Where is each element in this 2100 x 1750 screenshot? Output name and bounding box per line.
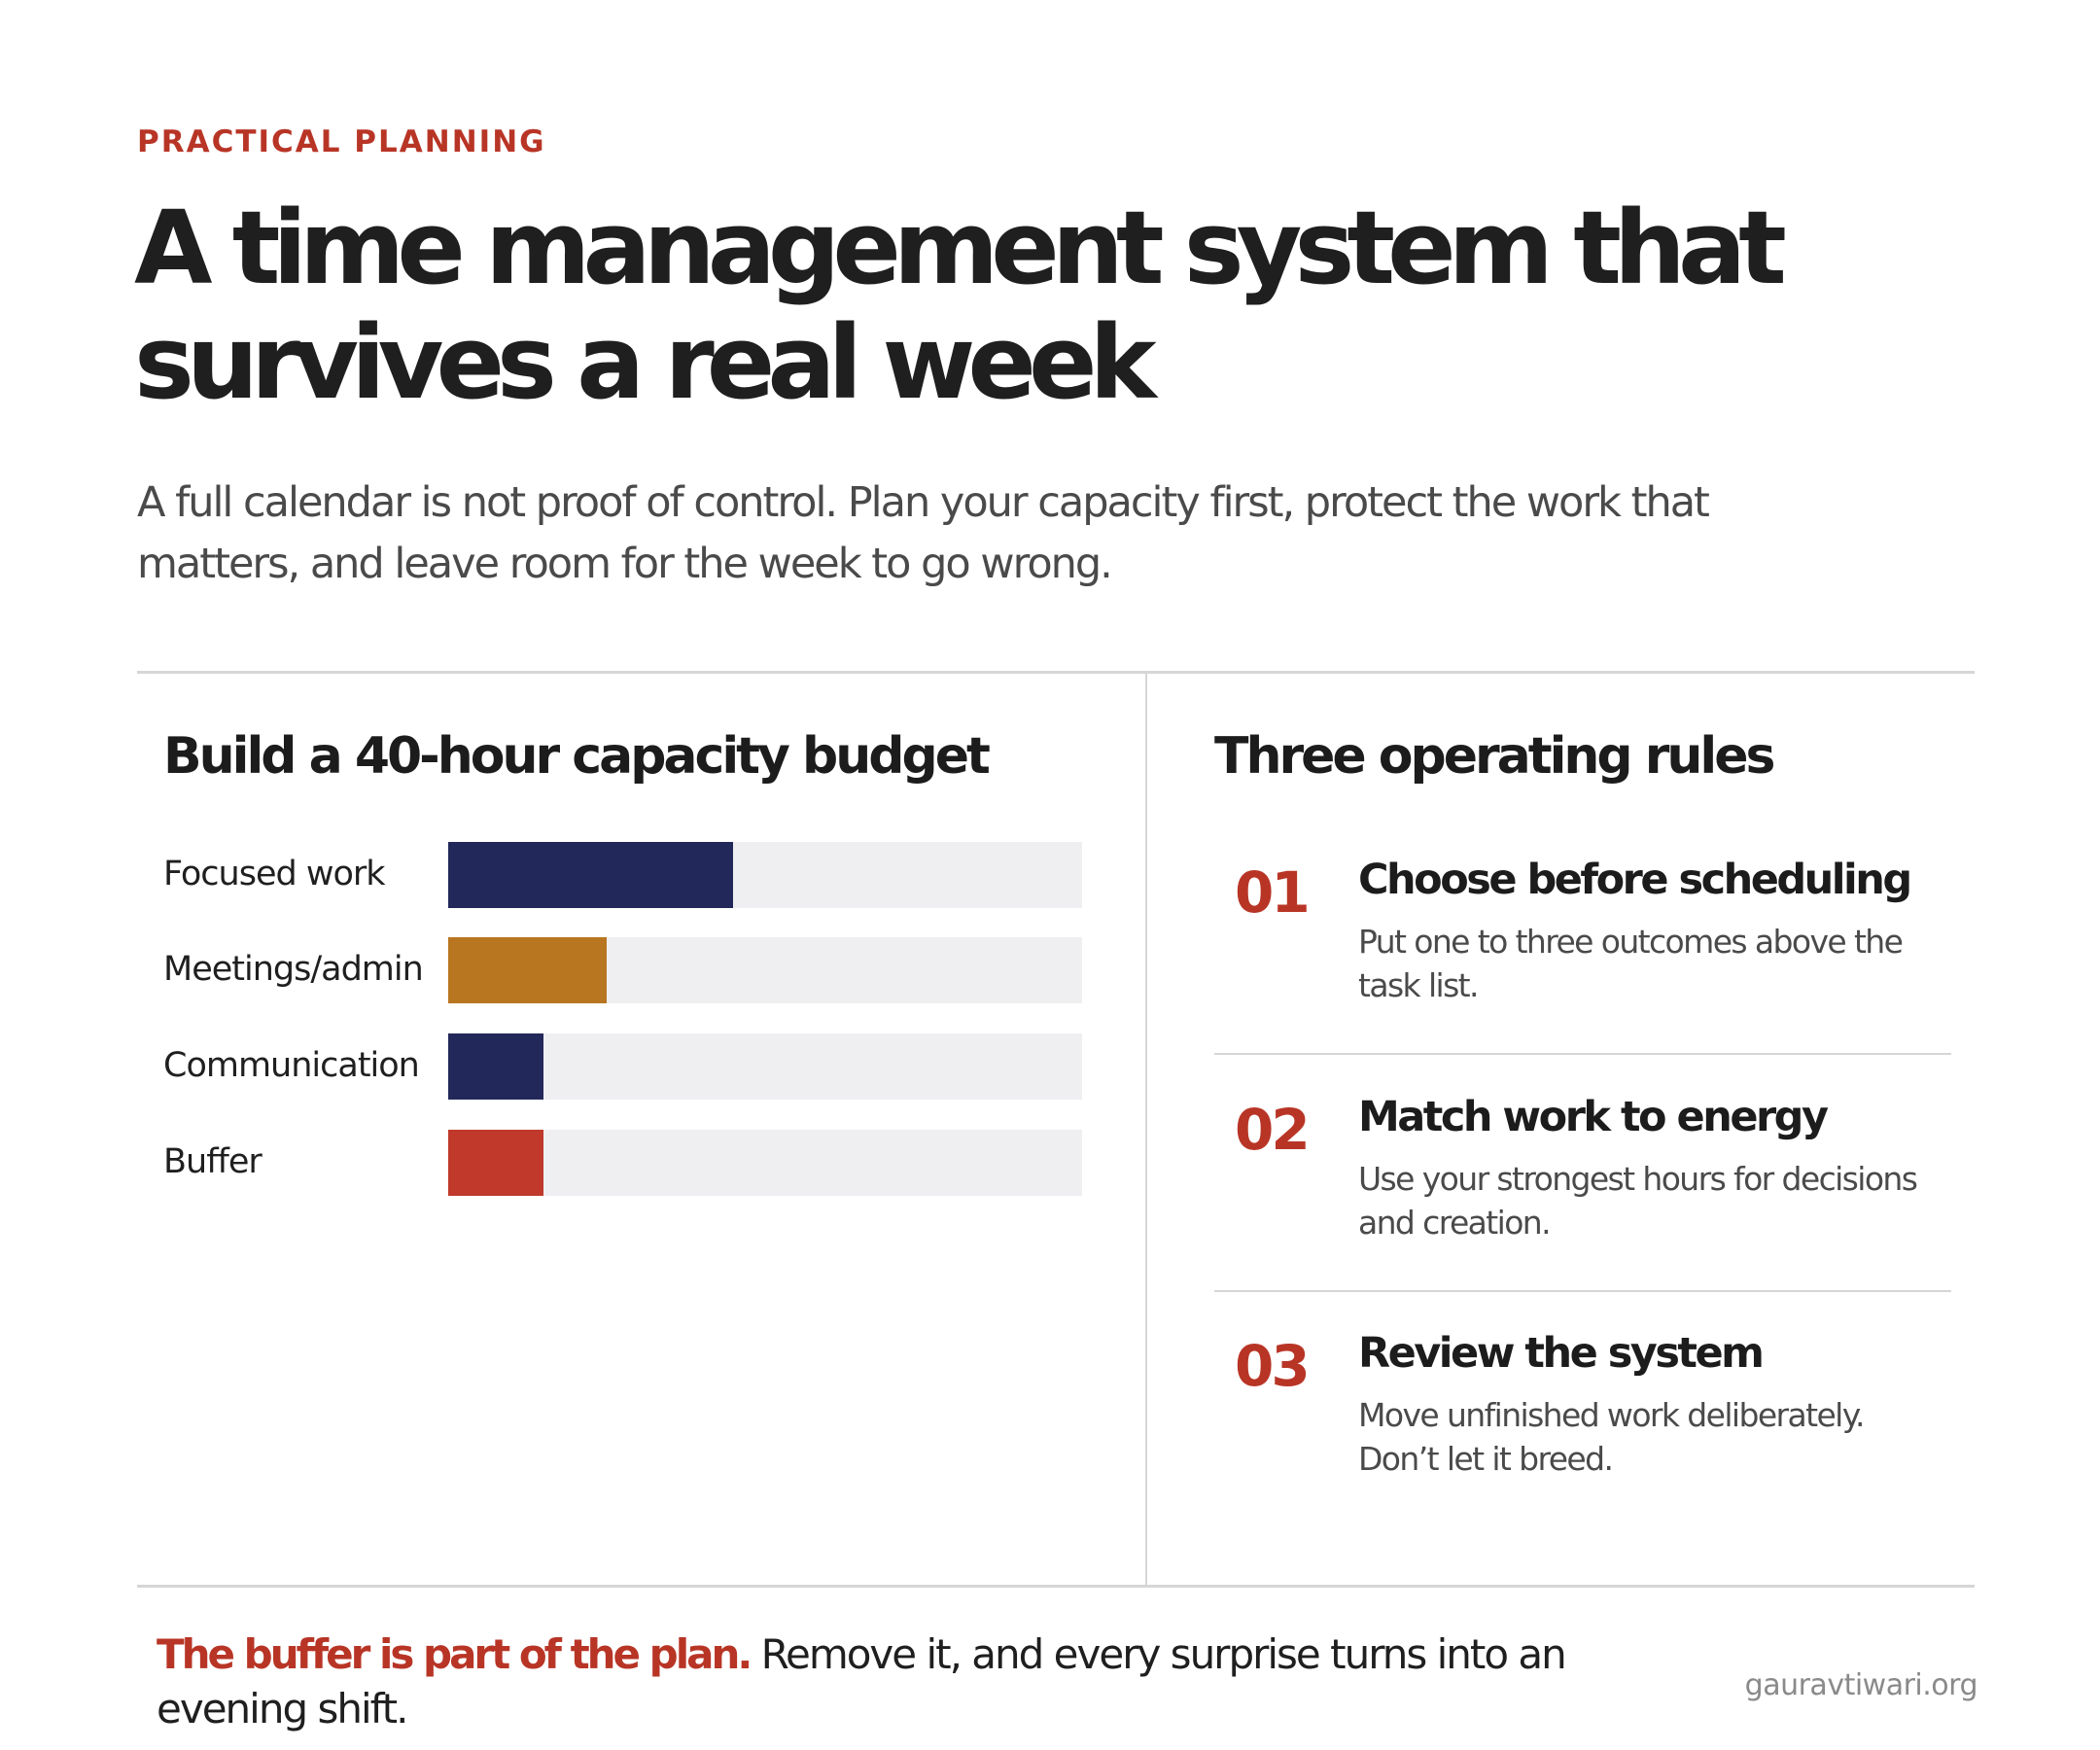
rule-description: Use your strongest hours for decisions a…: [1358, 1160, 1918, 1242]
top-divider: [137, 671, 1975, 674]
bar-track: [448, 937, 1082, 1003]
footer-note: The buffer is part of the plan. Remove i…: [157, 1628, 1576, 1736]
bar-fill: [448, 842, 734, 908]
bottom-divider: [137, 1585, 1975, 1588]
budget-heading: Build a 40-hour capacity budget: [163, 727, 991, 786]
bar-label: Meetings/admin: [163, 950, 424, 989]
kicker-label: PRACTICAL PLANNING: [137, 124, 546, 159]
bar-label: Communication: [163, 1046, 420, 1085]
intro-paragraph: A full calendar is not proof of control.…: [137, 478, 1710, 588]
rules-heading: Three operating rules: [1214, 727, 1775, 786]
rule-title: Review the system: [1358, 1329, 1765, 1378]
rule-title: Choose before scheduling: [1358, 856, 1912, 904]
bar-fill: [448, 1130, 543, 1196]
rule-description: Move unfinished work deliberately. Don’t…: [1358, 1396, 1865, 1478]
bar-label: Buffer: [163, 1142, 262, 1181]
bar-track: [448, 1130, 1082, 1196]
bar-fill: [448, 1033, 543, 1100]
column-divider: [1145, 673, 1147, 1587]
footer-emphasis: The buffer is part of the plan.: [157, 1630, 752, 1678]
bar-track: [448, 1033, 1082, 1100]
site-credit: gauravtiwari.org: [1744, 1668, 1978, 1702]
footer-text: Remove it, and every surprise turns into…: [157, 1630, 1567, 1732]
bar-fill: [448, 937, 607, 1003]
bar-track: [448, 842, 1082, 908]
rule-description: Put one to three outcomes above the task…: [1358, 923, 1904, 1004]
page-title: A time management system that survives a…: [134, 189, 1787, 422]
rule-number: 03: [1235, 1333, 1311, 1399]
rule-divider: [1214, 1053, 1951, 1055]
rule-title: Match work to energy: [1358, 1093, 1829, 1141]
rule-divider: [1214, 1290, 1951, 1292]
rule-number: 01: [1235, 859, 1311, 926]
bar-label: Focused work: [163, 855, 386, 893]
rule-number: 02: [1235, 1097, 1311, 1163]
